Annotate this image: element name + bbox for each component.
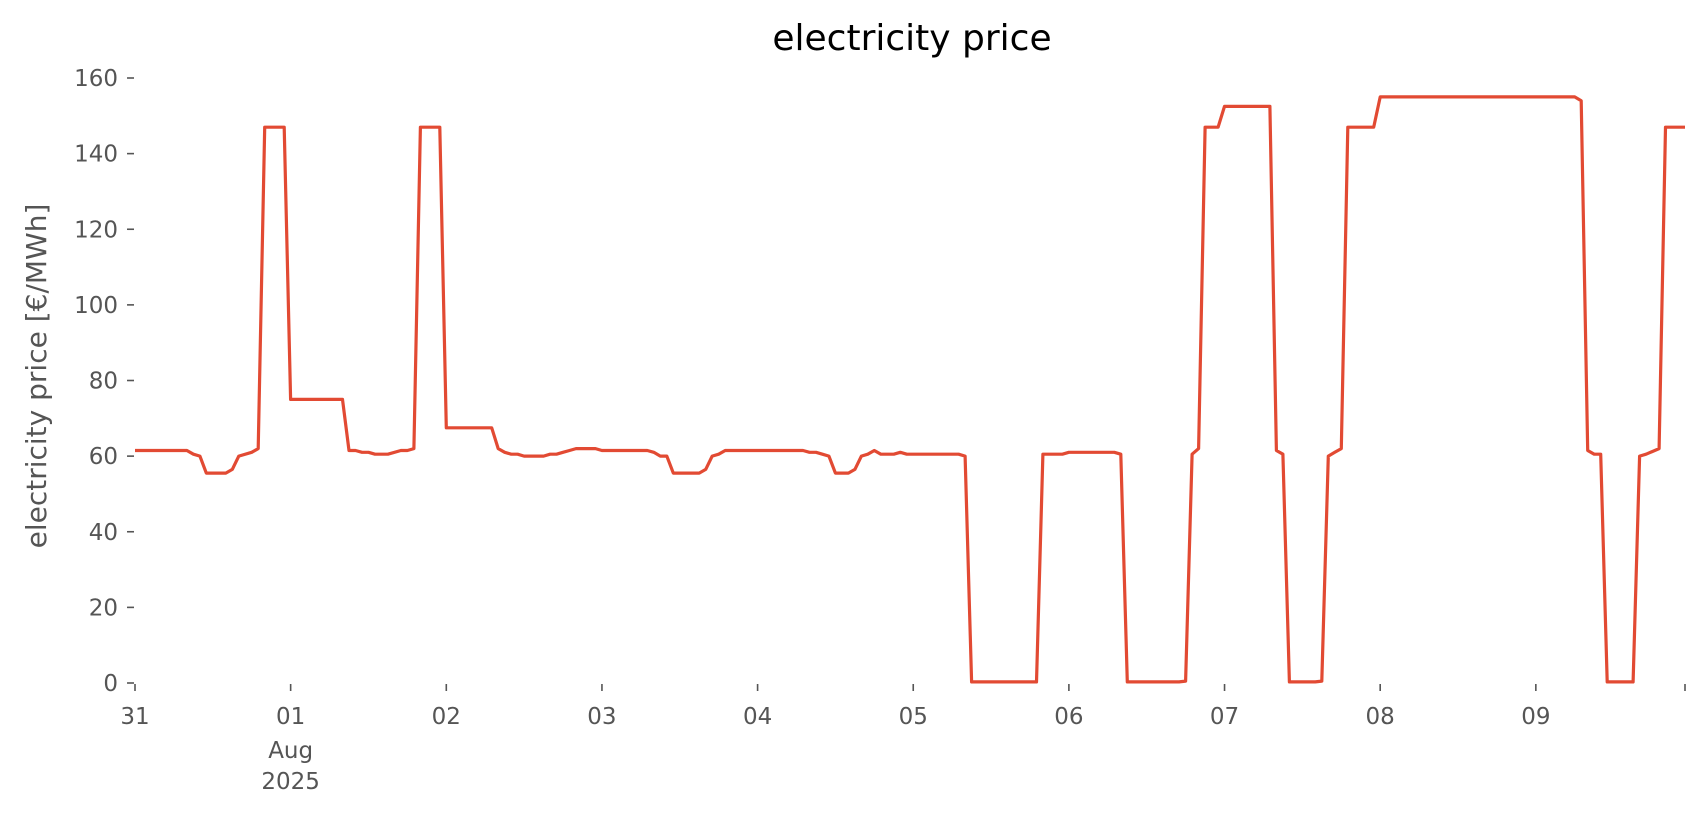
x-tick-label: 04 bbox=[743, 704, 772, 730]
chart-title: electricity price bbox=[772, 18, 1051, 59]
y-tick-label: 140 bbox=[74, 142, 118, 168]
x-tick-label: 05 bbox=[899, 704, 928, 730]
y-tick-label: 60 bbox=[89, 444, 118, 470]
y-tick-label: 100 bbox=[74, 293, 118, 319]
x-tick-label: 31 bbox=[120, 704, 149, 730]
y-axis: 0 20 40 60 80 100 120 140 160 bbox=[74, 66, 134, 697]
x-tick-label: 08 bbox=[1366, 704, 1395, 730]
x-tick-label: 01 bbox=[276, 704, 305, 730]
y-tick-label: 160 bbox=[74, 66, 118, 92]
x-tick-sublabel: Aug bbox=[268, 738, 313, 764]
x-tick-label: 09 bbox=[1521, 704, 1550, 730]
price-series-line bbox=[135, 95, 1685, 684]
x-tick-label: 03 bbox=[587, 704, 616, 730]
x-tick-label: 06 bbox=[1054, 704, 1083, 730]
y-tick-label: 120 bbox=[74, 217, 118, 243]
y-tick-label: 40 bbox=[89, 520, 118, 546]
x-tick-label: 07 bbox=[1210, 704, 1239, 730]
y-tick-label: 20 bbox=[89, 595, 118, 621]
y-axis-label: electricity price [€/MWh] bbox=[20, 204, 53, 549]
x-tick-sublabel: 2025 bbox=[261, 769, 320, 795]
series-layer bbox=[135, 95, 1685, 684]
x-tick-label: 02 bbox=[432, 704, 461, 730]
y-tick-label: 80 bbox=[89, 369, 118, 395]
y-tick-label: 0 bbox=[103, 671, 118, 697]
x-axis: 31 01 Aug 2025 02 03 04 05 06 07 08 09 bbox=[120, 684, 1686, 795]
